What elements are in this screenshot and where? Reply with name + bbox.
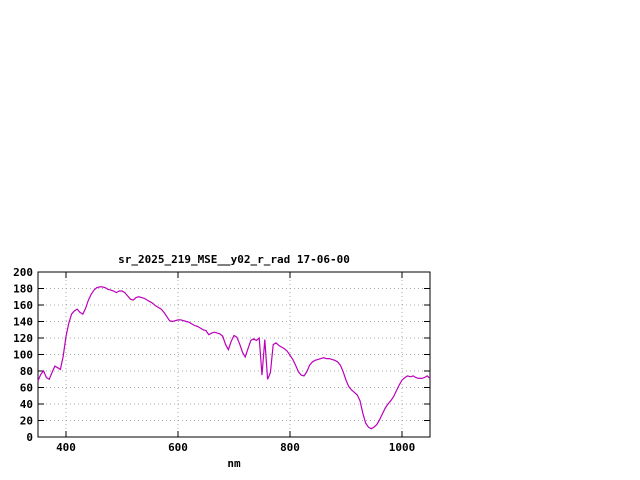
y-tick-label: 0 — [26, 431, 33, 444]
y-tick-label: 100 — [13, 349, 33, 362]
y-axis-tick-labels: 0 20 40 60 80 100 120 140 160 180 200 — [13, 266, 33, 444]
y-tick-label: 120 — [13, 332, 33, 345]
axis-ticks — [38, 271, 430, 438]
x-tick-label: 400 — [56, 441, 76, 454]
y-tick-label: 60 — [20, 382, 33, 395]
x-tick-label: 1000 — [389, 441, 416, 454]
y-tick-label: 200 — [13, 266, 33, 279]
x-axis-label: nm — [227, 457, 241, 470]
y-tick-label: 80 — [20, 365, 33, 378]
grid-lines — [38, 272, 430, 437]
y-tick-label: 180 — [13, 283, 33, 296]
y-tick-label: 160 — [13, 299, 33, 312]
chart-title: sr_2025_219_MSE__y02_r_rad 17-06-00 — [118, 253, 350, 266]
x-tick-label: 800 — [280, 441, 300, 454]
x-tick-label: 600 — [168, 441, 188, 454]
y-tick-label: 140 — [13, 316, 33, 329]
y-tick-label: 40 — [20, 398, 33, 411]
spectral-radiance-line — [37, 286, 431, 430]
y-tick-label: 20 — [20, 415, 33, 428]
x-axis-tick-labels: 400 600 800 1000 — [56, 441, 415, 454]
